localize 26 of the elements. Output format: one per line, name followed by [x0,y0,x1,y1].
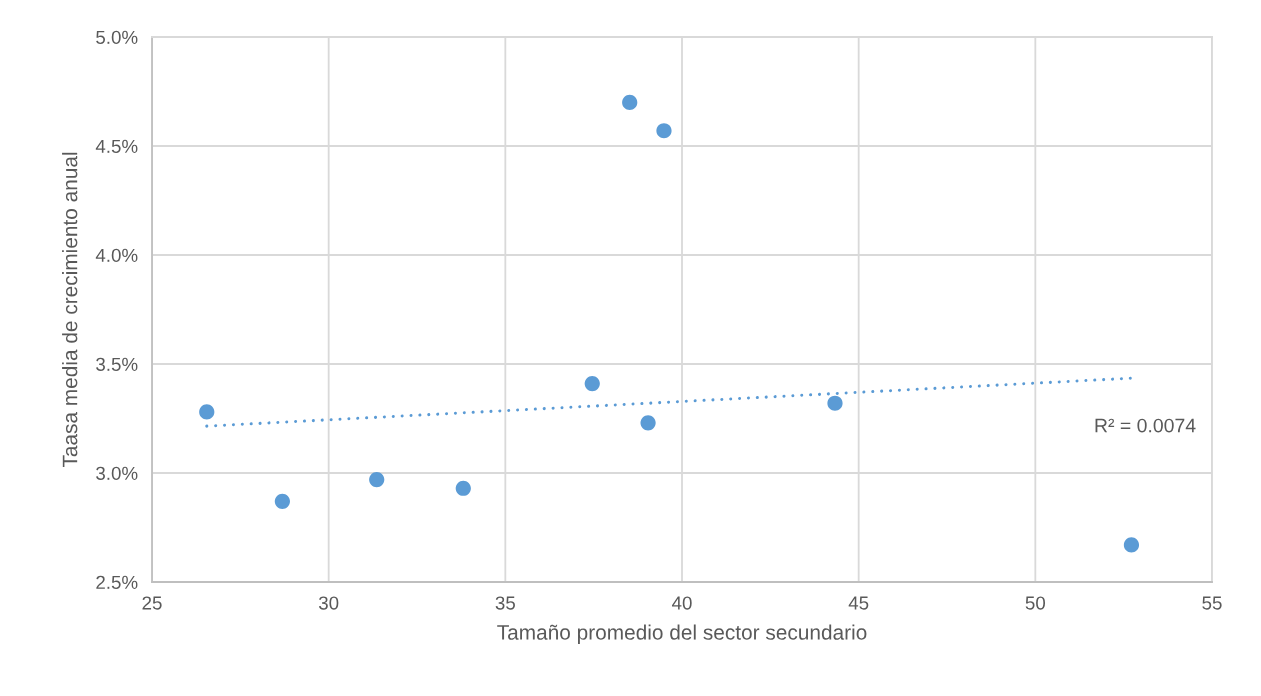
x-tick-label: 35 [495,596,515,610]
x-tick-label: 40 [672,596,692,610]
y-tick-label: 4.0% [95,248,138,262]
point [369,471,385,488]
point [274,493,290,509]
annotation: R² = 0.0074 [1095,418,1196,433]
point [622,94,638,111]
y-tick-label: 3.0% [96,466,138,480]
y-tick-label: 3.5% [96,357,138,371]
point [640,415,656,431]
x-tick-label: 50 [1025,596,1046,610]
x-axis-title: Tamaño promedio del sector secundario [497,624,867,644]
point [584,376,600,392]
point [199,404,215,420]
x-tick-label: 45 [848,596,869,610]
point [1123,537,1140,553]
y-tick-label: 2.5% [96,575,138,589]
y-axis-title: Taasa media de crecimiento anual [62,152,78,468]
x-tick-label: 30 [318,596,339,610]
x-tick-label: 25 [142,596,162,610]
point [827,395,843,411]
point [455,480,471,496]
y-tick-label: 4.5% [95,139,138,153]
point [656,123,672,139]
y-tick-label: 5.0% [96,30,138,44]
x-tick-label: 55 [1202,596,1222,610]
